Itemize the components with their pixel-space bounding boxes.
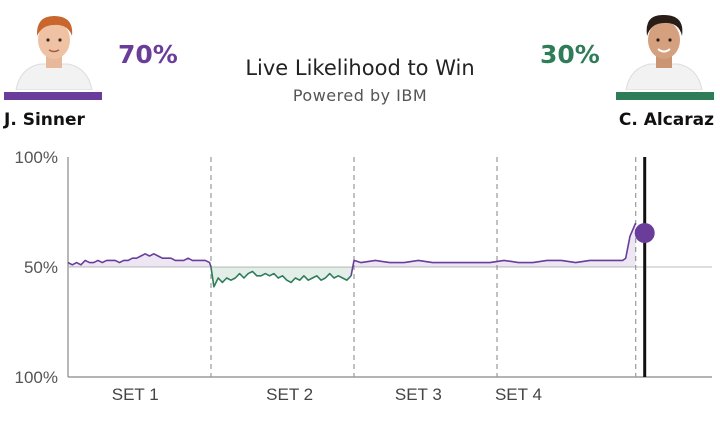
x-tick-label: SET 3	[395, 385, 442, 404]
win-likelihood-line	[67, 253, 212, 268]
win-likelihood-line	[350, 222, 637, 276]
y-tick-label: 100%	[15, 368, 58, 387]
win-likelihood-area	[68, 253, 211, 267]
x-tick-label: SET 1	[112, 385, 159, 404]
alcaraz-color-bar	[616, 92, 714, 100]
y-tick-label: 50%	[24, 258, 58, 277]
alcaraz-name: C. Alcaraz	[618, 110, 714, 130]
sinner-win-percentage: 70%	[118, 40, 178, 69]
current-point-marker	[634, 223, 655, 243]
win-likelihood-area	[351, 223, 636, 276]
chart-subtitle: Powered by IBM	[292, 86, 428, 105]
alcaraz-win-percentage: 30%	[540, 40, 600, 69]
sinner-color-bar	[4, 92, 102, 100]
win-likelihood-chart: 100% 50% 100% SET 1 SET 2 SET 3 SET 4	[15, 148, 712, 404]
x-tick-label: SET 4	[495, 385, 542, 404]
player-photo-sinner	[12, 6, 96, 90]
y-tick-label: 100%	[15, 148, 58, 167]
chart-title: Live Likelihood to Win	[245, 56, 475, 80]
player-photo-alcaraz	[622, 6, 706, 90]
sinner-name: J. Sinner	[4, 110, 85, 130]
x-tick-label: SET 2	[266, 385, 313, 404]
win-likelihood-area	[211, 267, 352, 287]
win-likelihood-line	[210, 266, 352, 288]
